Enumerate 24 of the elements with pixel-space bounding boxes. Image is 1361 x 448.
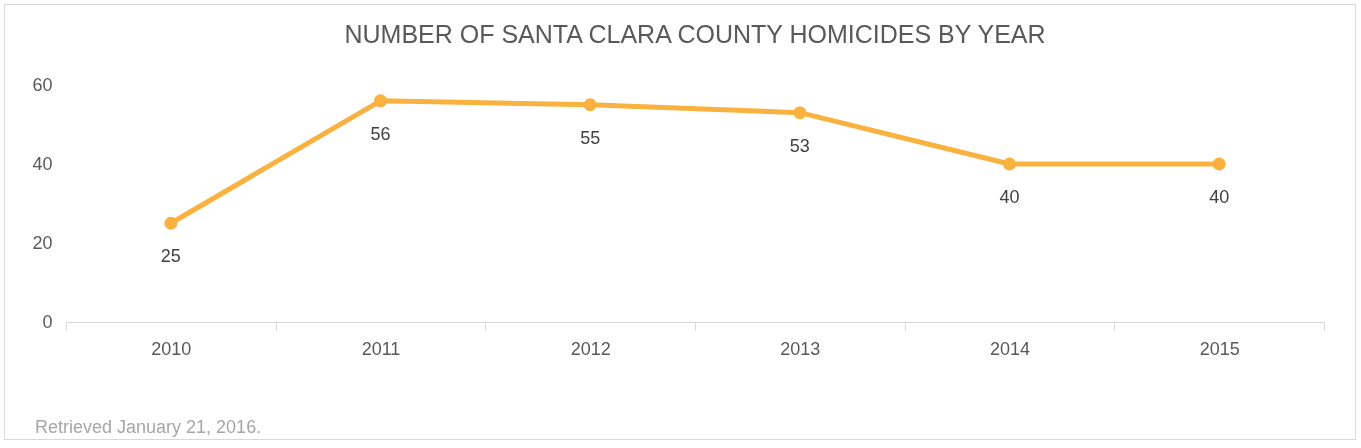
y-tick-label: 20 (32, 232, 53, 253)
data-label: 53 (789, 135, 810, 156)
x-tick-label: 2010 (151, 338, 192, 359)
x-tick-label: 2015 (1199, 338, 1240, 359)
y-tick-label: 0 (42, 311, 53, 332)
point (1002, 157, 1017, 171)
x-tick-label: 2014 (989, 338, 1031, 359)
data-label: 55 (580, 127, 601, 148)
data-label: 40 (1209, 187, 1230, 207)
data-label: 56 (370, 123, 391, 144)
point (164, 216, 178, 230)
y-tick-label: 40 (32, 153, 53, 174)
x-tick-label: 2011 (361, 338, 401, 359)
y-tick-label: 60 (32, 74, 53, 95)
point (373, 94, 388, 108)
point (1212, 157, 1226, 171)
point (583, 98, 597, 112)
data-label: 40 (999, 187, 1020, 207)
text: Retrieved January 21, 2016. (35, 417, 262, 438)
chart-title: NUMBER OF SANTA CLARA COUNTY HOMICIDES BY YEAR (344, 20, 1046, 48)
point (793, 106, 807, 120)
x-tick-label: 2013 (780, 338, 821, 359)
data-label: 25 (160, 246, 181, 267)
x-tick-label: 2012 (570, 338, 611, 359)
